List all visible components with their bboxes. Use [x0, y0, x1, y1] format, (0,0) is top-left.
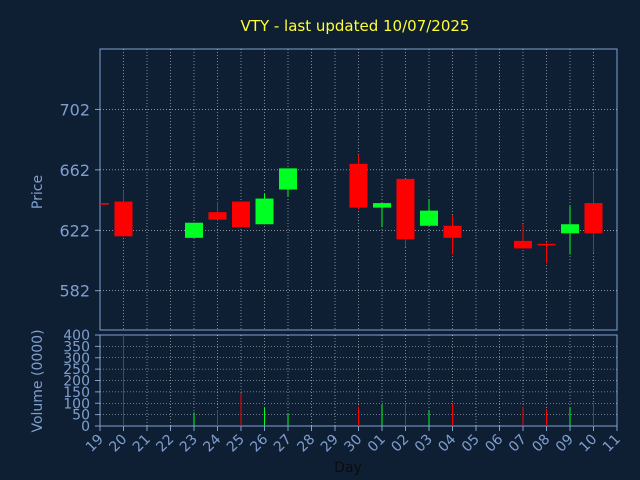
volume-tick-label: 50: [72, 408, 90, 424]
price-axis-label: Price: [30, 175, 46, 209]
x-tick-label: 19: [83, 432, 107, 456]
volume-axis-label: Volume (0000): [30, 329, 46, 432]
x-tick-label: 06: [482, 431, 506, 455]
candle-body: [373, 203, 391, 208]
price-tick-label: 582: [59, 282, 90, 301]
x-tick-label: 30: [341, 432, 365, 456]
volume-tick-label: 400: [63, 328, 90, 344]
x-tick-label: 05: [459, 432, 483, 456]
candle-body: [396, 178, 415, 240]
x-tick-label: 24: [200, 431, 224, 455]
x-tick-label: 01: [365, 432, 389, 456]
volume-tick-label: 200: [63, 374, 90, 390]
candle-body: [185, 222, 203, 238]
x-tick-label: 09: [553, 432, 577, 456]
x-tick-label: 04: [435, 431, 459, 455]
volume-tick-label: 150: [63, 385, 90, 401]
candle-body: [420, 210, 438, 226]
x-tick-label: 23: [177, 432, 201, 456]
volume-tick-label: 350: [63, 339, 90, 355]
price-tick-label: 622: [59, 221, 90, 240]
x-tick-label: 28: [294, 432, 318, 456]
candle-body: [443, 225, 462, 238]
x-tick-label: 03: [412, 432, 436, 456]
x-tick-label: 11: [600, 432, 624, 456]
x-tick-label: 29: [318, 432, 342, 456]
x-tick-label: 25: [224, 432, 248, 456]
candle-body: [584, 203, 603, 234]
x-tick-label: 02: [388, 432, 412, 456]
x-tick-label: 07: [506, 432, 530, 456]
x-tick-label: 22: [153, 432, 177, 456]
candle-body: [514, 240, 532, 249]
x-axis-label: Day: [334, 460, 362, 476]
candle-body: [232, 201, 250, 228]
candle-body: [114, 201, 133, 237]
price-tick-label: 702: [59, 100, 90, 119]
volume-tick-label: 300: [63, 351, 90, 367]
volume-tick-label: 0: [81, 419, 90, 435]
price-panel: 582 622 662 702: [59, 48, 618, 331]
candle-body: [100, 203, 109, 205]
x-tick-label: 21: [130, 432, 154, 456]
x-tick-label: 10: [576, 432, 600, 456]
candle-body: [561, 224, 579, 234]
candle-body: [208, 212, 227, 220]
candle-body: [255, 198, 274, 225]
x-tick-label: 20: [106, 432, 130, 456]
x-tick-label: 26: [247, 431, 271, 455]
volume-tick-label: 100: [63, 396, 90, 412]
candle-body: [349, 163, 368, 208]
x-axis: 19 20 21 22 23 24 25 26 27 28 29 30 01 02 03 04 05 06 07 08…: [83, 426, 624, 455]
x-tick-label: 27: [271, 432, 295, 456]
chart-title: VTY - last updated 10/07/2025: [241, 17, 470, 35]
x-tick-label: 08: [529, 432, 553, 456]
price-tick-label: 662: [59, 161, 90, 180]
candle-body: [537, 243, 556, 246]
candle-body: [279, 168, 297, 190]
volume-tick-label: 250: [63, 362, 90, 378]
